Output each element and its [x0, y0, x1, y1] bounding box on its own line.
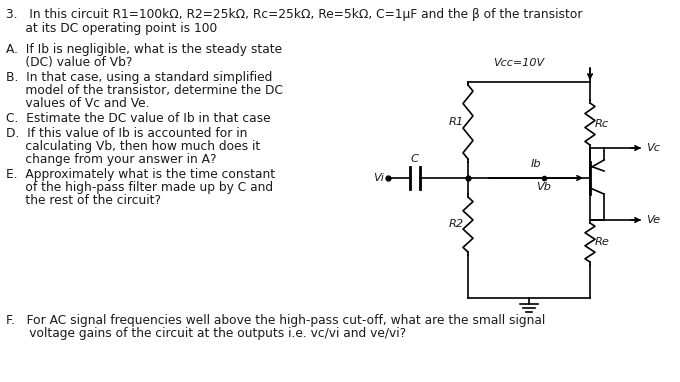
- Text: B.  In that case, using a standard simplified: B. In that case, using a standard simpli…: [6, 71, 273, 84]
- Text: Ib: Ib: [530, 159, 541, 169]
- Text: Vcc=10V: Vcc=10V: [494, 58, 545, 68]
- Text: F.   For AC signal frequencies well above the high-pass cut-off, what are the sm: F. For AC signal frequencies well above …: [6, 314, 545, 327]
- Text: values of Vc and Ve.: values of Vc and Ve.: [6, 97, 150, 110]
- Text: D.  If this value of Ib is accounted for in: D. If this value of Ib is accounted for …: [6, 127, 248, 140]
- Text: 3.   In this circuit R1=100kΩ, R2=25kΩ, Rc=25kΩ, Re=5kΩ, C=1μF and the β of the : 3. In this circuit R1=100kΩ, R2=25kΩ, Rc…: [6, 8, 583, 21]
- Text: of the high-pass filter made up by C and: of the high-pass filter made up by C and: [6, 181, 273, 194]
- Text: R1: R1: [449, 117, 464, 127]
- Text: at its DC operating point is 100: at its DC operating point is 100: [6, 22, 217, 35]
- Text: Ve: Ve: [646, 215, 660, 225]
- Text: Vb: Vb: [537, 182, 551, 192]
- Text: (DC) value of Vb?: (DC) value of Vb?: [6, 56, 133, 69]
- Text: A.  If Ib is negligible, what is the steady state: A. If Ib is negligible, what is the stea…: [6, 43, 282, 56]
- Text: the rest of the circuit?: the rest of the circuit?: [6, 194, 161, 207]
- Text: Vc: Vc: [646, 143, 660, 153]
- Text: Rc: Rc: [595, 119, 609, 129]
- Text: change from your answer in A?: change from your answer in A?: [6, 153, 216, 166]
- Text: Vi: Vi: [373, 173, 384, 183]
- Text: E.  Approximately what is the time constant: E. Approximately what is the time consta…: [6, 168, 275, 181]
- Text: C: C: [411, 154, 419, 164]
- Text: C.  Estimate the DC value of Ib in that case: C. Estimate the DC value of Ib in that c…: [6, 112, 271, 125]
- Text: model of the transistor, determine the DC: model of the transistor, determine the D…: [6, 84, 283, 97]
- Text: calculating Vb, then how much does it: calculating Vb, then how much does it: [6, 140, 260, 153]
- Text: R2: R2: [449, 219, 464, 229]
- Text: voltage gains of the circuit at the outputs i.e. vc/vi and ve/vi?: voltage gains of the circuit at the outp…: [6, 327, 406, 340]
- Text: Re: Re: [595, 237, 610, 247]
